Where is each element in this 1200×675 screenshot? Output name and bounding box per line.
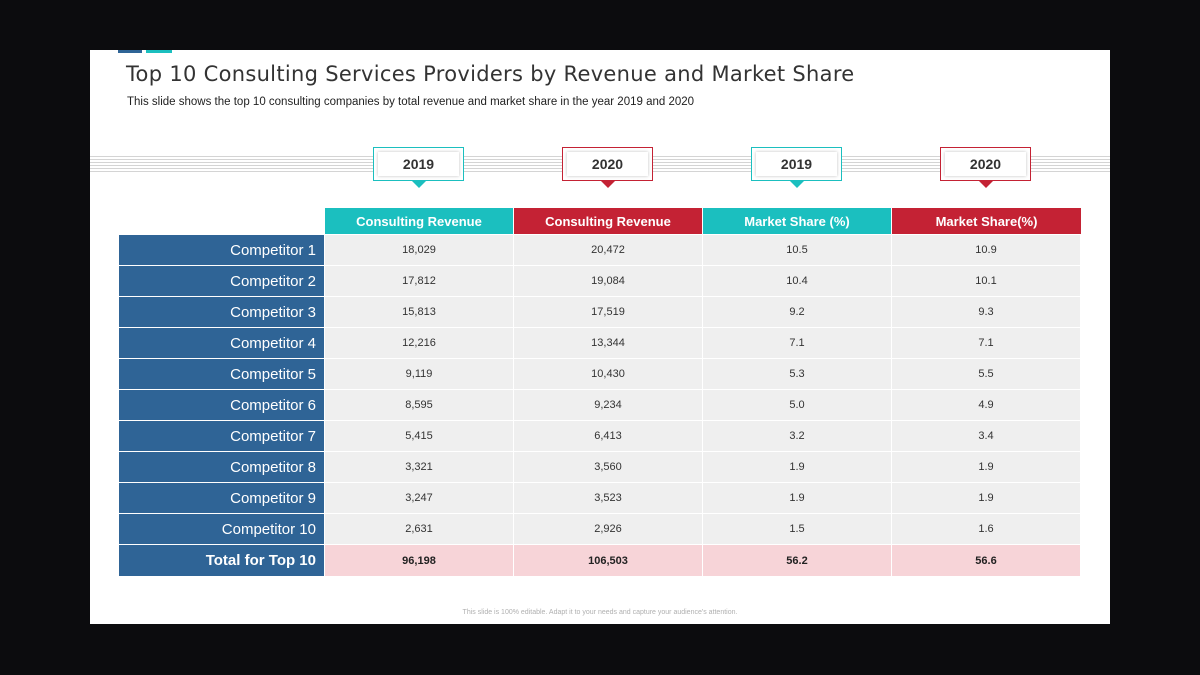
pointer-icon (789, 181, 804, 188)
table-cell: 10.4 (703, 266, 891, 296)
row-label: Competitor 2 (119, 266, 324, 296)
year-label: 2020 (591, 156, 624, 172)
footer-note: This slide is 100% editable. Adapt it to… (462, 609, 738, 616)
table-row: 9,119 10,430 5.3 5.5 (325, 359, 1081, 389)
table-cell: 13,344 (514, 328, 702, 358)
table-row: 3,321 3,560 1.9 1.9 (325, 452, 1081, 482)
table-cell: 19,084 (514, 266, 702, 296)
table-cell: 17,519 (514, 297, 702, 327)
table-cell: 10.9 (892, 235, 1080, 265)
table-cell: 3,247 (325, 483, 513, 513)
slide: Top 10 Consulting Services Providers by … (90, 50, 1110, 624)
table-cell: 18,029 (325, 235, 513, 265)
table-cell: 3,321 (325, 452, 513, 482)
table-row: 17,812 19,084 10.4 10.1 (325, 266, 1081, 296)
column-header: Consulting Revenue (325, 208, 513, 234)
table-cell: 10.1 (892, 266, 1080, 296)
total-cell: 56.6 (892, 545, 1080, 576)
table-cell: 15,813 (325, 297, 513, 327)
table-cell: 8,595 (325, 390, 513, 420)
table-cell: 9.3 (892, 297, 1080, 327)
table-cell: 4.9 (892, 390, 1080, 420)
table-cell: 1.9 (703, 483, 891, 513)
accent-bar-blue (118, 50, 142, 53)
row-label: Competitor 8 (119, 452, 324, 482)
page-title: Top 10 Consulting Services Providers by … (126, 62, 855, 86)
year-label: 2019 (780, 156, 813, 172)
pointer-icon (600, 181, 615, 188)
total-cell: 106,503 (514, 545, 702, 576)
table-row: 12,216 13,344 7.1 7.1 (325, 328, 1081, 358)
total-cell: 56.2 (703, 545, 891, 576)
table-cell: 1.6 (892, 514, 1080, 544)
table-cell: 3.4 (892, 421, 1080, 451)
total-row-label: Total for Top 10 (119, 545, 324, 576)
pointer-icon (978, 181, 993, 188)
table-cell: 3.2 (703, 421, 891, 451)
table-cell: 9.2 (703, 297, 891, 327)
year-label: 2019 (402, 156, 435, 172)
table-cell: 9,119 (325, 359, 513, 389)
table-cell: 5.3 (703, 359, 891, 389)
page-subtitle: This slide shows the top 10 consulting c… (127, 96, 695, 108)
year-box-col4: 2020 (940, 147, 1031, 188)
table-cell: 7.1 (703, 328, 891, 358)
table-row: 5,415 6,413 3.2 3.4 (325, 421, 1081, 451)
table-cell: 10,430 (514, 359, 702, 389)
table-cell: 20,472 (514, 235, 702, 265)
total-cell: 96,198 (325, 545, 513, 576)
row-label: Competitor 5 (119, 359, 324, 389)
table-row: 8,595 9,234 5.0 4.9 (325, 390, 1081, 420)
table-cell: 1.9 (892, 483, 1080, 513)
column-header: Market Share (%) (703, 208, 891, 234)
year-box-col1: 2019 (373, 147, 464, 188)
column-header: Consulting Revenue (514, 208, 702, 234)
table-row: 15,813 17,519 9.2 9.3 (325, 297, 1081, 327)
pointer-icon (411, 181, 426, 188)
table-cell: 7.1 (892, 328, 1080, 358)
table-cell: 3,560 (514, 452, 702, 482)
table-cell: 1.9 (892, 452, 1080, 482)
year-box-col2: 2020 (562, 147, 653, 188)
row-label-column: Competitor 1 Competitor 2 Competitor 3 C… (119, 235, 324, 577)
year-label: 2020 (969, 156, 1002, 172)
table-cell: 3,523 (514, 483, 702, 513)
table-row: 18,029 20,472 10.5 10.9 (325, 235, 1081, 265)
table-cell: 5.5 (892, 359, 1080, 389)
column-header: Market Share(%) (892, 208, 1081, 234)
row-label: Competitor 7 (119, 421, 324, 451)
year-box-col3: 2019 (751, 147, 842, 188)
table-row: 2,631 2,926 1.5 1.6 (325, 514, 1081, 544)
table-cell: 17,812 (325, 266, 513, 296)
row-label: Competitor 10 (119, 514, 324, 544)
row-label: Competitor 1 (119, 235, 324, 265)
table-cell: 12,216 (325, 328, 513, 358)
table-cell: 5,415 (325, 421, 513, 451)
table-cell: 9,234 (514, 390, 702, 420)
row-label: Competitor 4 (119, 328, 324, 358)
data-table: 18,029 20,472 10.5 10.9 17,812 19,084 10… (325, 235, 1081, 577)
row-label: Competitor 3 (119, 297, 324, 327)
total-row: 96,198 106,503 56.2 56.6 (325, 545, 1081, 576)
table-row: 3,247 3,523 1.9 1.9 (325, 483, 1081, 513)
table-cell: 10.5 (703, 235, 891, 265)
table-cell: 2,631 (325, 514, 513, 544)
row-label: Competitor 6 (119, 390, 324, 420)
table-cell: 1.9 (703, 452, 891, 482)
accent-bar-teal (146, 50, 172, 53)
table-cell: 5.0 (703, 390, 891, 420)
table-cell: 2,926 (514, 514, 702, 544)
row-label: Competitor 9 (119, 483, 324, 513)
table-cell: 6,413 (514, 421, 702, 451)
table-cell: 1.5 (703, 514, 891, 544)
